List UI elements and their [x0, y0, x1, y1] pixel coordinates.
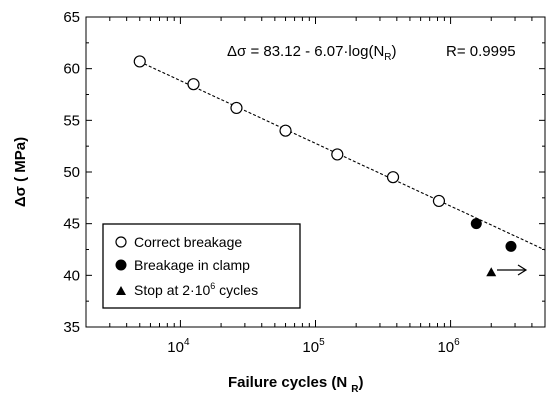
- data-point-breakage-in-clamp: [470, 218, 482, 230]
- legend-label-breakage-in-clamp: Breakage in clamp: [134, 257, 250, 273]
- y-tick-label: 45: [63, 216, 80, 233]
- x-axis-title-sub: R: [351, 384, 359, 395]
- x-axis-ticks: 104 105 106: [85, 17, 546, 356]
- x-axis-title-close: ): [358, 374, 363, 391]
- y-axis-ticks: 35 40 45 50 55 60 65: [63, 9, 545, 336]
- y-axis-title: Δσ ( MPa): [12, 137, 29, 207]
- equation-sub: R: [384, 52, 391, 63]
- y-tick-label: 35: [63, 319, 80, 336]
- x-tick-label: 105: [302, 337, 325, 356]
- legend-label-stop: Stop at 2·106 cycles: [134, 281, 258, 298]
- legend-stop-sup: 6: [210, 281, 215, 291]
- x-axis-title-main: Failure cycles (N: [228, 374, 347, 391]
- x-axis-title: Failure cycles (N R): [228, 374, 363, 395]
- data-point-correct-breakage: [331, 148, 344, 161]
- data-point-correct-breakage: [187, 78, 200, 91]
- data-point-correct-breakage: [432, 194, 446, 208]
- data-point-correct-breakage: [279, 124, 292, 137]
- equation-annotation: Δσ = 83.12 - 6.07·log(NR): [227, 43, 397, 63]
- equation-suffix: ): [392, 43, 397, 60]
- data-markers: [133, 55, 517, 277]
- y-tick-label: 55: [63, 112, 80, 129]
- runout-arrow: [497, 264, 528, 276]
- y-tick-label: 65: [63, 9, 80, 26]
- legend-filled-circle-marker: [115, 259, 127, 271]
- legend-box: [102, 223, 301, 309]
- legend-label-correct-breakage: Correct breakage: [134, 234, 242, 250]
- legend: Correct breakage Breakage in clamp Stop …: [102, 223, 301, 309]
- data-point-correct-breakage: [133, 55, 146, 68]
- y-tick-label: 50: [63, 164, 80, 181]
- data-point-correct-breakage: [386, 171, 400, 184]
- data-point-breakage-in-clamp: [505, 240, 517, 252]
- x-tick-label: 104: [167, 337, 190, 356]
- y-tick-label: 40: [63, 267, 80, 284]
- y-tick-label: 60: [63, 61, 80, 78]
- x-tick-label: 106: [437, 337, 460, 356]
- legend-triangle-marker: [116, 286, 126, 295]
- data-point-correct-breakage: [230, 101, 243, 115]
- r-value-annotation: R= 0.9995: [446, 43, 516, 60]
- legend-stop-prefix: Stop at 2·10: [134, 282, 210, 298]
- equation-prefix: Δσ = 83.12 - 6.07·log(N: [227, 43, 384, 60]
- legend-stop-suffix: cycles: [215, 282, 258, 298]
- legend-open-circle-marker: [115, 236, 127, 248]
- data-point-stop: [486, 267, 497, 277]
